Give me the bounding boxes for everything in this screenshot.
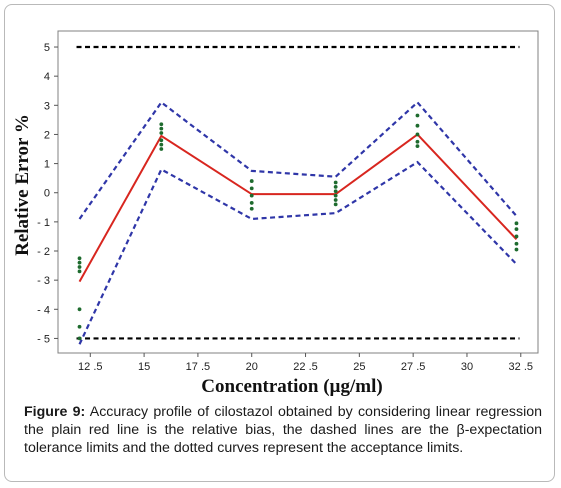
data-point bbox=[77, 307, 82, 312]
data-point bbox=[333, 198, 338, 202]
x-tick-label: 20 bbox=[246, 361, 258, 373]
figure-caption: Figure 9: Accuracy profile of cilostazol… bbox=[24, 403, 542, 457]
axis-ticks: 12 .5 15 17 .5 20 22 .5 25 27 .5 30 32 .5 5 4 3 2 1 0 -… bbox=[37, 42, 533, 373]
data-point bbox=[249, 179, 254, 183]
data-point bbox=[514, 241, 519, 246]
data-point bbox=[333, 185, 338, 189]
data-point bbox=[333, 193, 338, 198]
y-tick-label: 2 bbox=[44, 129, 50, 141]
plot-area bbox=[57, 30, 539, 354]
series-relative-bias bbox=[78, 133, 518, 283]
data-point bbox=[77, 265, 82, 269]
x-tick-label: 22 .5 bbox=[293, 361, 317, 373]
y-tick-label: - 2 bbox=[37, 246, 50, 258]
data-point bbox=[159, 147, 164, 151]
data-point bbox=[159, 138, 164, 143]
data-point bbox=[77, 324, 82, 329]
data-point bbox=[333, 189, 338, 194]
data-point bbox=[249, 193, 254, 198]
data-point bbox=[159, 142, 164, 147]
data-point bbox=[415, 123, 420, 128]
data-point bbox=[159, 126, 164, 131]
data-point bbox=[249, 206, 254, 211]
data-point bbox=[77, 256, 82, 261]
y-tick-label: 3 bbox=[44, 100, 50, 112]
series-lower-tolerance bbox=[78, 160, 518, 345]
y-tick-label: 5 bbox=[44, 42, 50, 54]
data-point bbox=[77, 260, 82, 265]
data-point bbox=[249, 201, 254, 205]
figure-frame bbox=[4, 4, 555, 482]
data-point bbox=[514, 247, 519, 252]
data-point bbox=[77, 336, 82, 341]
data-point bbox=[514, 221, 519, 226]
x-tick-label: 12 .5 bbox=[78, 361, 102, 373]
x-tick-label: 27 .5 bbox=[401, 361, 425, 373]
data-point bbox=[514, 234, 519, 239]
caption-text: Accuracy profile of cilostazol obtained … bbox=[24, 404, 542, 456]
data-point bbox=[514, 227, 519, 232]
x-tick-label: 25 bbox=[353, 361, 365, 373]
y-tick-label: - 5 bbox=[37, 333, 50, 345]
replicate-points bbox=[77, 113, 519, 341]
x-tick-label: 30 bbox=[461, 361, 473, 373]
data-point bbox=[415, 139, 420, 144]
series-upper-tolerance bbox=[78, 100, 518, 220]
x-tick-label: 32 .5 bbox=[509, 361, 533, 373]
y-axis-label: Relative Error % bbox=[12, 114, 33, 256]
data-point bbox=[333, 180, 338, 185]
data-point bbox=[415, 144, 420, 149]
y-tick-label: - 3 bbox=[37, 275, 50, 287]
data-point bbox=[249, 186, 254, 191]
y-tick-label: - 4 bbox=[37, 304, 50, 316]
data-point bbox=[415, 132, 420, 137]
y-tick-label: 4 bbox=[44, 71, 50, 83]
data-point bbox=[333, 202, 338, 207]
x-tick-label: 15 bbox=[138, 361, 150, 373]
data-point bbox=[159, 122, 164, 127]
data-point bbox=[159, 131, 164, 135]
x-tick-label: 17 .5 bbox=[186, 361, 210, 373]
y-tick-label: - 1 bbox=[37, 217, 50, 229]
accuracy-profile-chart: 12 .5 15 17 .5 20 22 .5 25 27 .5 30 32 .5 5 4 3 2 1 0 -… bbox=[12, 30, 539, 397]
y-tick-label: 0 bbox=[44, 188, 50, 200]
y-tick-label: 1 bbox=[44, 159, 50, 171]
data-point bbox=[77, 269, 82, 274]
caption-label: Figure 9: bbox=[24, 404, 86, 420]
data-point bbox=[415, 113, 420, 118]
series-lines bbox=[76, 45, 520, 345]
x-axis-label: Concentration (µg/ml) bbox=[201, 376, 382, 397]
